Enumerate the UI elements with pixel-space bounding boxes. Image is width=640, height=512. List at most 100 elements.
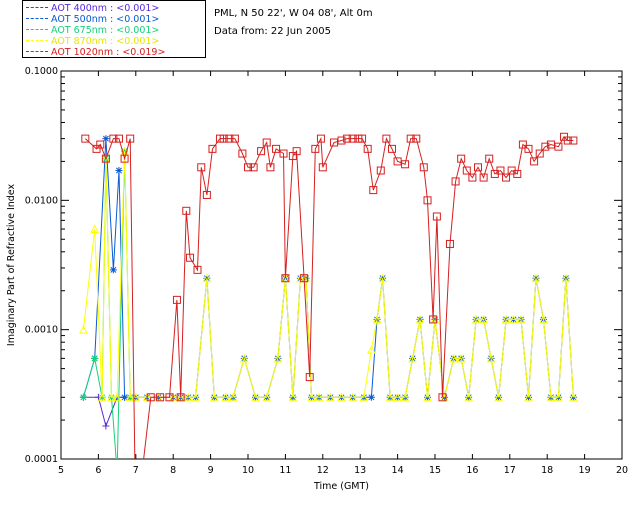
series-point-4: [316, 134, 325, 143]
series-point-4: [496, 166, 505, 175]
series-point-3: [393, 392, 402, 402]
x-tick-label: 19: [579, 465, 591, 476]
series-point-3: [546, 392, 556, 402]
series-point-4: [358, 134, 367, 143]
series-point-4: [266, 163, 275, 172]
series-point-4: [387, 144, 396, 153]
series-point-4: [438, 393, 447, 402]
series-point-4: [569, 136, 578, 145]
x-tick-label: 5: [58, 465, 64, 476]
series-point-4: [337, 136, 346, 145]
legend-label-675nm: AOT 675nm : <0.001>: [51, 25, 160, 36]
series-point-4: [193, 265, 202, 274]
series-point-3: [262, 392, 272, 402]
legend-swatch-400nm: [26, 7, 48, 8]
series-point-4: [423, 196, 432, 205]
series-point-4: [225, 134, 234, 143]
series-point-4: [343, 134, 352, 143]
x-tick-label: 18: [541, 465, 553, 476]
series-point-4: [457, 154, 466, 163]
series-point-4: [401, 160, 410, 169]
series-point-1: [367, 393, 375, 401]
series-point-3: [385, 392, 395, 402]
legend-label-500nm: AOT 500nm : <0.001>: [51, 14, 160, 25]
series-point-4: [126, 134, 135, 143]
x-tick-label: 12: [317, 465, 329, 476]
series-point-3: [449, 353, 459, 363]
series-point-4: [272, 144, 281, 153]
series-point-2: [91, 354, 99, 362]
series-point-1: [115, 167, 123, 175]
legend-item-1020nm: AOT 1020nm : <0.019>: [26, 47, 165, 58]
series-point-3: [494, 392, 503, 402]
series-point-3: [509, 314, 518, 324]
series-point-3: [415, 314, 425, 324]
series-point-4: [311, 144, 320, 153]
series-point-4: [535, 149, 544, 158]
series-point-3: [501, 314, 511, 324]
series-point-4: [197, 163, 206, 172]
date-info: Data from: 22 Jun 2005: [214, 26, 332, 37]
series-point-3: [337, 392, 346, 402]
y-axis-title: Imaginary Part of Refractive Index: [6, 184, 17, 347]
series-point-4: [279, 149, 288, 158]
series-point-4: [244, 163, 252, 172]
x-axis-title: Time (GMT): [313, 481, 369, 492]
x-tick-label: 8: [170, 465, 176, 476]
series-point-4: [429, 315, 438, 324]
y-tick-label: 0.0001: [25, 454, 58, 465]
series-point-3: [471, 314, 481, 324]
series-point-1: [121, 393, 129, 401]
series-point-4: [419, 163, 428, 172]
series-point-3: [479, 314, 488, 324]
series-point-3: [183, 392, 193, 402]
series-point-3: [367, 345, 376, 354]
series-point-4: [238, 149, 247, 158]
series-point-4: [412, 134, 421, 143]
series-point-3: [325, 392, 335, 402]
legend-swatch-500nm: [26, 18, 48, 19]
series-point-3: [348, 392, 358, 402]
series-line-3: [82, 151, 574, 398]
series-point-1: [109, 266, 117, 274]
series-point-4: [369, 186, 378, 195]
series-point-3: [239, 353, 249, 363]
series-point-4: [468, 173, 477, 182]
series-point-4: [81, 134, 90, 143]
series-point-4: [554, 142, 563, 151]
series-point-4: [114, 134, 123, 143]
legend-label-1020nm: AOT 1020nm : <0.019>: [51, 47, 166, 58]
series-point-3: [97, 392, 107, 402]
series-line-4: [84, 135, 574, 459]
series-point-4: [348, 134, 357, 143]
series-point-4: [485, 154, 494, 163]
series-point-3: [569, 392, 578, 402]
legend-item-500nm: AOT 500nm : <0.001>: [26, 14, 159, 25]
series-point-4: [382, 134, 391, 143]
series-point-4: [109, 134, 118, 143]
series-point-2: [79, 393, 87, 401]
series-point-4: [230, 134, 239, 143]
series-point-4: [208, 144, 217, 153]
series-point-3: [107, 392, 116, 402]
series-point-3: [228, 392, 238, 402]
series-point-4: [462, 166, 471, 175]
series-point-3: [221, 392, 230, 402]
series-point-4: [513, 169, 522, 178]
series-point-4: [249, 163, 258, 172]
x-tick-label: 10: [242, 465, 254, 476]
series-point-4: [172, 295, 181, 304]
series-point-4: [474, 163, 483, 172]
x-tick-label: 20: [616, 465, 628, 476]
series-point-4: [541, 142, 550, 151]
series-point-4: [165, 393, 174, 402]
x-tick-label: 13: [354, 465, 366, 476]
series-point-3: [90, 224, 99, 234]
series-point-4: [318, 163, 327, 172]
plot-area: [79, 132, 578, 459]
series-point-3: [112, 392, 122, 402]
x-tick-label: 15: [429, 465, 441, 476]
x-tick-label: 11: [279, 465, 291, 476]
x-tick-label: 6: [95, 465, 101, 476]
